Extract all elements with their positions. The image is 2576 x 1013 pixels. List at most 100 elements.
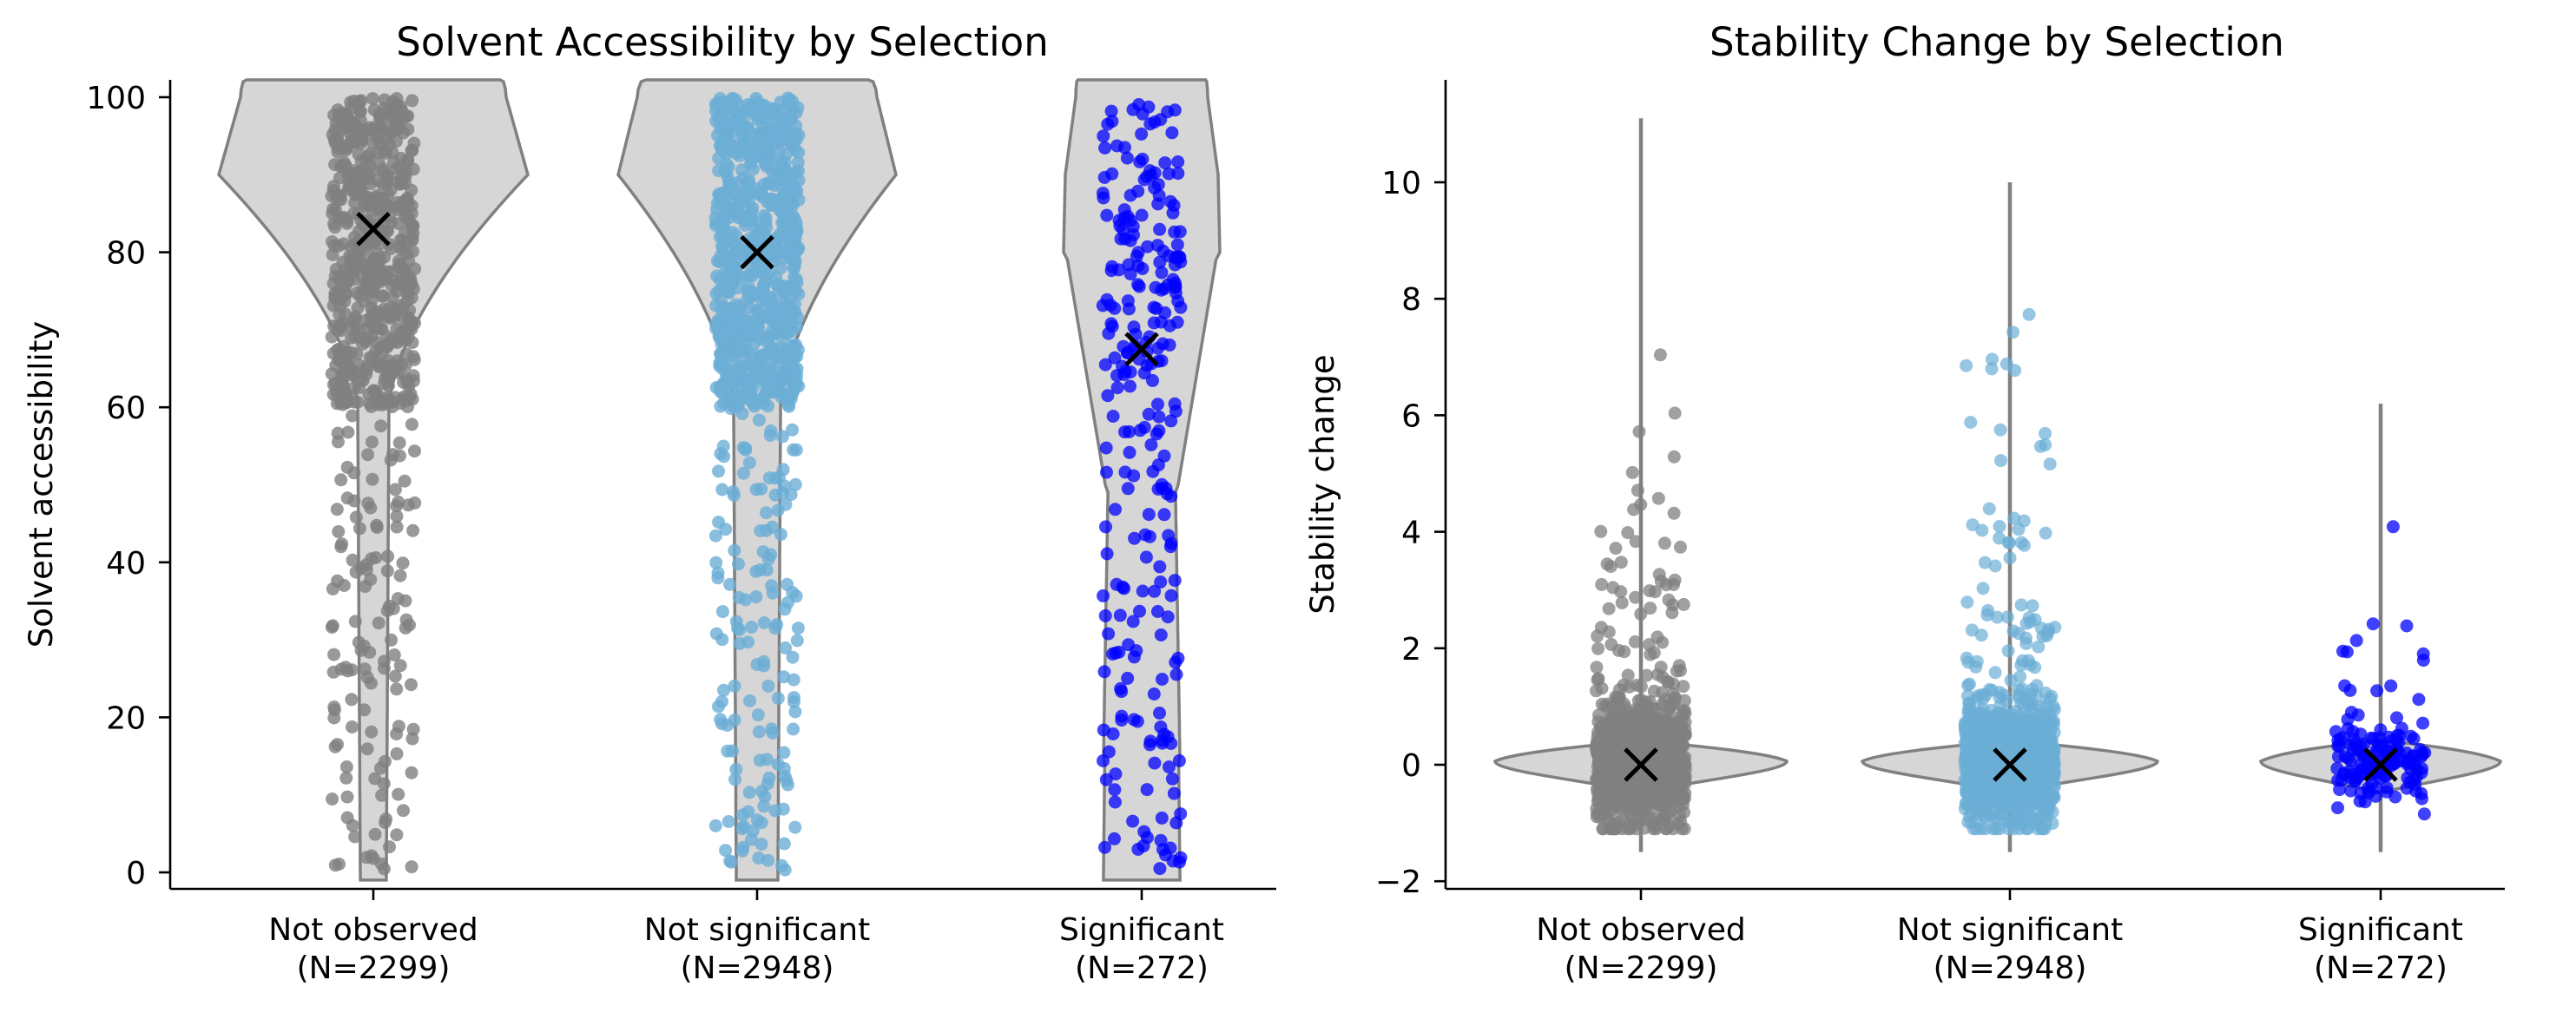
strip-point [723,854,737,868]
strip-point [743,319,756,333]
strip-point [777,837,791,851]
strip-point [1102,326,1116,340]
strip-point [338,139,352,153]
strip-point [2380,781,2394,795]
strip-point [1122,258,1136,272]
strip-point [1163,338,1176,352]
strip-point [2395,721,2408,735]
strip-point [775,430,789,444]
strip-point [2003,551,2017,565]
strip-point [335,537,349,551]
strip-point [390,510,404,523]
strip-point [1644,602,1657,615]
strip-point [1148,756,1162,770]
strip-point [1118,141,1131,155]
strip-point [2039,781,2052,795]
strip-point [358,662,372,676]
strip-point [2034,699,2048,713]
strip-point [781,192,794,206]
strip-point [1672,659,1686,673]
strip-point [714,346,728,360]
strip-point [1096,187,1110,201]
strip-point [757,209,771,222]
strip-point [1117,339,1130,353]
strip-point [790,349,804,363]
strip-point [1108,783,1122,797]
strip-point [1105,167,1119,181]
strip-point [1604,638,1618,651]
strip-point [352,245,366,259]
strip-point [1140,358,1154,372]
strip-point [2343,764,2356,778]
strip-point [739,442,753,455]
strip-point [1650,630,1664,644]
strip-point [326,202,340,216]
x-tick-n-label: (N=272) [1075,951,1209,986]
strip-point [380,604,394,617]
strip-point [1106,410,1120,423]
strip-point [388,483,402,497]
strip-point [2344,784,2358,798]
strip-point [2340,645,2354,659]
strip-point [1993,423,2007,437]
strip-point [405,732,419,746]
strip-point [2349,634,2363,648]
strip-point [1097,129,1110,143]
strip-point [1999,742,2013,756]
strip-point [719,147,733,161]
strip-point [784,373,798,387]
strip-point [326,619,339,633]
strip-point [1975,804,1989,818]
strip-point [1591,629,1604,643]
strip-point [1621,733,1635,747]
strip-point [1600,557,1614,571]
strip-point [369,345,382,358]
strip-point [1976,582,1990,595]
strip-point [378,655,391,668]
strip-point [781,177,794,190]
strip-point [1117,203,1131,217]
strip-point [788,705,802,719]
right-chart-title: Stability Change by Selection [1710,19,2284,65]
strip-point [1127,469,1141,483]
strip-point [1100,208,1114,222]
strip-point [1163,841,1177,855]
strip-point [2006,326,2019,339]
strip-point [2008,364,2022,378]
y-tick-label: 20 [106,701,146,736]
strip-point [375,788,389,802]
strip-point [401,400,415,414]
strip-point [1628,635,1642,648]
strip-point [399,210,412,224]
strip-point [1664,707,1677,721]
strip-point [1143,530,1156,543]
strip-point [1632,424,1646,438]
strip-point [375,289,389,303]
strip-point [1595,681,1609,695]
strip-point [408,444,421,458]
strip-point [2400,619,2414,633]
strip-point [1169,668,1183,681]
strip-point [1130,249,1143,263]
strip-point [373,761,387,775]
y-tick-label: 4 [1401,516,1421,551]
strip-point [2402,754,2416,768]
strip-point [398,474,412,488]
y-tick-label: −2 [1375,865,1421,900]
strip-point [719,272,733,286]
strip-point [1988,559,2002,573]
strip-point [396,556,410,570]
strip-point [765,131,779,144]
strip-point [393,659,407,673]
strip-point [366,435,379,449]
strip-point [758,790,772,804]
strip-point [1671,817,1685,831]
strip-point [1590,661,1604,674]
strip-point [783,293,797,306]
strip-point [1167,786,1181,800]
strip-point [349,310,362,324]
strip-point [1970,822,1983,836]
strip-point [342,169,356,183]
strip-point [379,372,392,385]
strip-point [1148,115,1162,129]
